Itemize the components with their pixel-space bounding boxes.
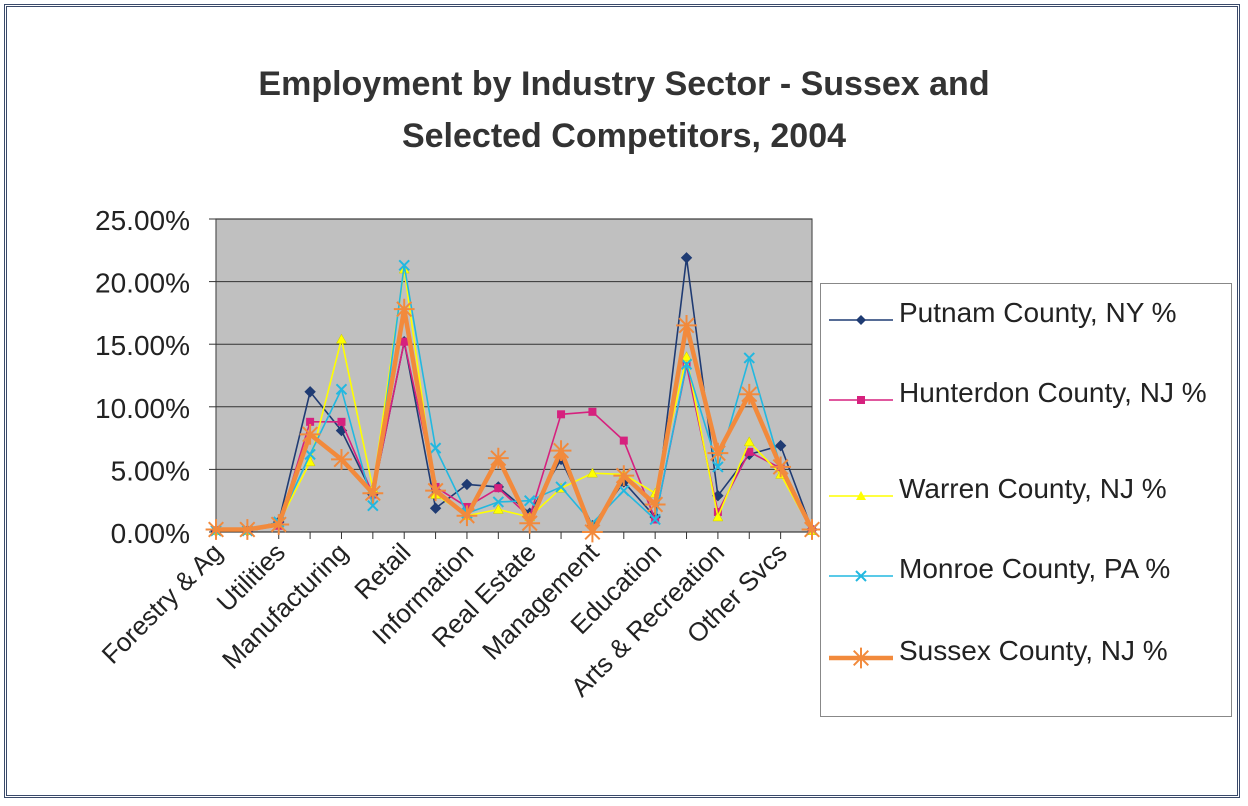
data-point [331, 448, 352, 470]
data-point [707, 442, 729, 464]
legend-swatch [829, 570, 893, 582]
legend-item: Sussex County, NJ % [821, 632, 1233, 712]
data-point [619, 436, 628, 445]
series-line [216, 268, 813, 532]
data-point [743, 352, 755, 364]
data-point [337, 417, 346, 426]
data-point [487, 447, 509, 469]
legend-label: Monroe County, PA % [899, 553, 1171, 584]
legend-swatch-marker [856, 315, 866, 325]
data-point [205, 519, 227, 540]
y-tick-label: 5.00% [111, 455, 190, 486]
data-point [429, 442, 442, 454]
data-point [712, 461, 724, 473]
data-point [461, 478, 473, 491]
legend-swatch [829, 315, 893, 325]
data-point [336, 333, 347, 344]
data-point [236, 519, 258, 540]
data-point [304, 448, 316, 461]
data-point [681, 351, 692, 361]
data-point [745, 447, 754, 456]
series-line [216, 257, 813, 532]
legend-item: Monroe County, PA % [821, 550, 1233, 630]
data-point [492, 503, 504, 514]
plot-area [215, 218, 813, 533]
legend-item: Warren County, NJ % [821, 470, 1233, 550]
y-tick-label: 10.00% [95, 393, 190, 424]
data-point [429, 502, 442, 514]
data-point [555, 481, 567, 493]
data-point [801, 519, 823, 540]
legend: Putnam County, NY % Hunterdon County, NJ … [820, 283, 1232, 717]
data-point [519, 512, 541, 534]
data-point [774, 439, 787, 452]
data-point [335, 383, 348, 395]
data-point [550, 440, 572, 462]
data-point [268, 514, 290, 535]
x-tick-label: Forestry & Ag [96, 537, 229, 670]
data-point [393, 298, 415, 320]
data-point [588, 407, 597, 416]
y-tick-label: 0.00% [111, 518, 190, 549]
y-tick-label: 20.00% [95, 268, 190, 299]
legend-swatch-marker [855, 570, 867, 582]
data-point [738, 383, 760, 405]
legend-swatch-marker [856, 491, 866, 500]
data-point [425, 480, 446, 502]
legend-swatch [829, 491, 893, 500]
data-point [712, 511, 724, 522]
data-point [586, 467, 598, 478]
data-point [557, 410, 566, 419]
data-point [770, 456, 792, 478]
data-point [494, 484, 503, 493]
chart-title-line-1: Employment by Industry Sector - Sussex a… [258, 65, 990, 103]
data-point [362, 482, 384, 504]
legend-label: Putnam County, NY % [899, 297, 1177, 328]
legend-label: Sussex County, NJ % [899, 635, 1168, 666]
data-point [398, 259, 410, 272]
legend-swatch [829, 396, 893, 404]
data-point [613, 465, 635, 487]
data-point [680, 252, 693, 264]
data-point [367, 500, 379, 512]
data-point [456, 505, 478, 527]
y-tick-label: 15.00% [95, 330, 190, 361]
legend-label: Hunterdon County, NJ % [899, 377, 1207, 408]
data-point [618, 484, 630, 497]
data-point [523, 494, 536, 507]
legend-swatch-marker [850, 647, 872, 669]
data-point [582, 521, 603, 543]
data-point [743, 436, 755, 447]
data-point [304, 386, 316, 398]
legend-label: Warren County, NJ % [899, 473, 1167, 504]
y-tick-label: 25.00% [95, 205, 190, 236]
data-point [400, 337, 409, 346]
data-point [676, 315, 697, 336]
series-line [216, 264, 813, 532]
data-point [299, 423, 321, 445]
chart-title: Employment by Industry Sector - Sussex a… [0, 58, 1248, 162]
data-point [644, 494, 666, 515]
data-point [492, 496, 505, 508]
legend-item: Hunterdon County, NJ % [821, 374, 1233, 454]
chart-title-line-2: Selected Competitors, 2004 [401, 117, 847, 155]
data-point [680, 358, 693, 370]
legend-swatch-marker [857, 396, 865, 404]
legend-item: Putnam County, NY % [821, 294, 1233, 374]
data-point [649, 513, 661, 526]
data-point [306, 417, 315, 426]
legend-swatch [829, 647, 893, 669]
